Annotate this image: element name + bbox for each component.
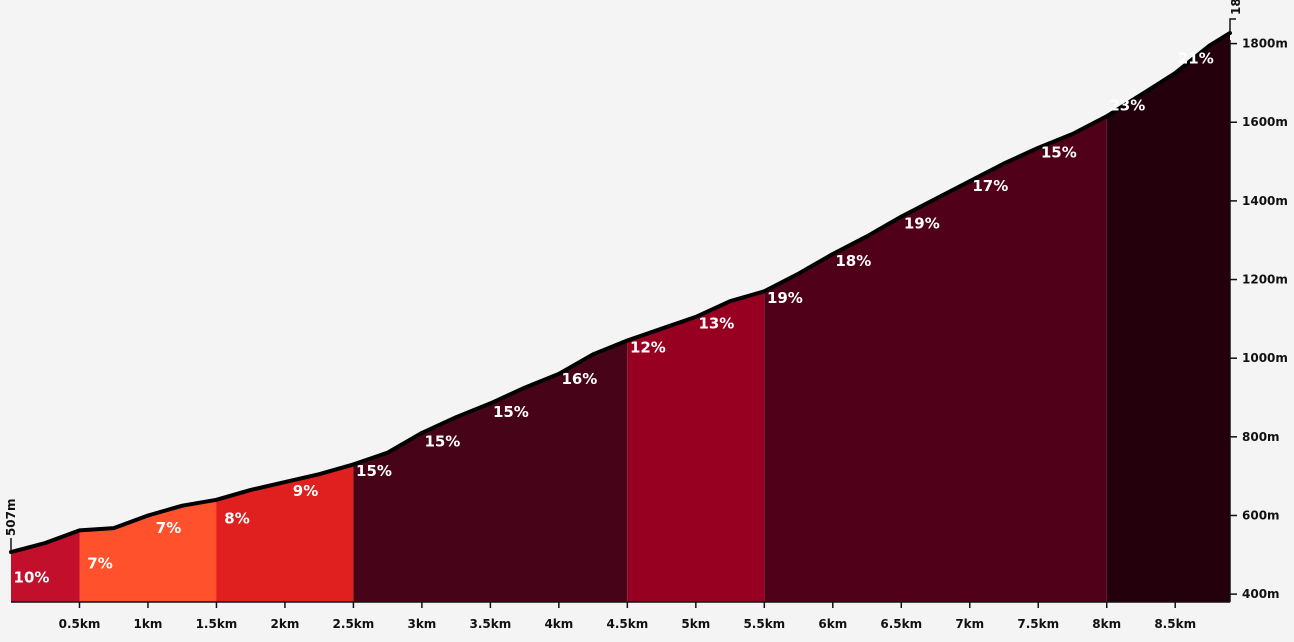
gradient-segments [11, 33, 1230, 602]
x-tick-label: 5km [681, 617, 710, 631]
elevation-profile-line [9, 31, 1232, 555]
gradient-label: 13% [698, 315, 734, 333]
x-tick-label: 0.5km [59, 617, 101, 631]
y-tick-label: 1400m [1242, 194, 1288, 208]
gradient-segment-5 [627, 33, 765, 602]
elevation-endpoints: 507m 1827m [4, 0, 1243, 553]
gradient-segment-4 [353, 33, 628, 602]
gradient-label: 15% [1041, 144, 1077, 162]
y-tick-label: 1000m [1242, 351, 1288, 365]
end-elevation-marker [1229, 18, 1236, 33]
gradient-label: 21% [1178, 49, 1214, 67]
x-tick-label: 7km [955, 617, 984, 631]
gradient-segment-6 [764, 33, 1107, 602]
gradient-label: 17% [972, 177, 1008, 195]
x-tick-label: 3.5km [470, 617, 512, 631]
gradient-segment-2 [79, 33, 217, 602]
y-tick-label: 1600m [1242, 115, 1288, 129]
end-elevation-label: 1827m [1229, 0, 1243, 15]
gradient-label: 23% [1109, 96, 1145, 114]
gradient-label: 15% [493, 403, 529, 421]
gradient-label: 12% [630, 338, 666, 356]
x-tick-label: 4km [544, 617, 573, 631]
gradient-label: 7% [156, 519, 181, 537]
x-tick-label: 3km [407, 617, 436, 631]
start-elevation-label: 507m [4, 498, 18, 536]
x-tick-label: 4.5km [606, 617, 648, 631]
x-tick-label: 5.5km [743, 617, 785, 631]
x-tick-label: 2km [271, 617, 300, 631]
gradient-segment-7 [1106, 33, 1230, 602]
x-tick-label: 6.5km [880, 617, 922, 631]
x-tick-label: 1.5km [196, 617, 238, 631]
x-tick-label: 8km [1092, 617, 1121, 631]
x-tick-label: 2.5km [333, 617, 375, 631]
x-axis: 0.5km 1km 1.5km 2km 2.5km 3km 3.5km 4km 4.5km 5km… [11, 601, 1230, 631]
y-axis: 400m 600m 800m 1000m 1200m 1400m 1600m 1800m [1229, 37, 1288, 602]
x-tick-label: 6km [818, 617, 847, 631]
gradient-segment-1 [11, 33, 80, 602]
gradient-label: 7% [87, 555, 112, 573]
gradient-label: 8% [224, 509, 249, 527]
gradient-label: 18% [835, 252, 871, 270]
gradient-label: 10% [14, 568, 50, 586]
gradient-label: 19% [767, 289, 803, 307]
y-tick-label: 1200m [1242, 273, 1288, 287]
y-tick-label: 400m [1242, 587, 1280, 601]
gradient-label: 15% [424, 433, 460, 451]
x-tick-label: 1km [134, 617, 163, 631]
x-tick-label: 8.5km [1154, 617, 1196, 631]
y-tick-label: 600m [1242, 508, 1280, 522]
gradient-labels: 10% 7% 7% 8% 9% 15% 15% 15% 16% 12% 13% 19% 18% 19% 17… [14, 49, 1214, 586]
y-tick-label: 1800m [1242, 37, 1288, 51]
x-tick-label: 7.5km [1017, 617, 1059, 631]
gradient-label: 9% [293, 482, 318, 500]
gradient-label: 19% [904, 214, 940, 232]
y-tick-label: 800m [1242, 430, 1280, 444]
gradient-label: 16% [561, 370, 597, 388]
gradient-label: 15% [356, 462, 392, 480]
